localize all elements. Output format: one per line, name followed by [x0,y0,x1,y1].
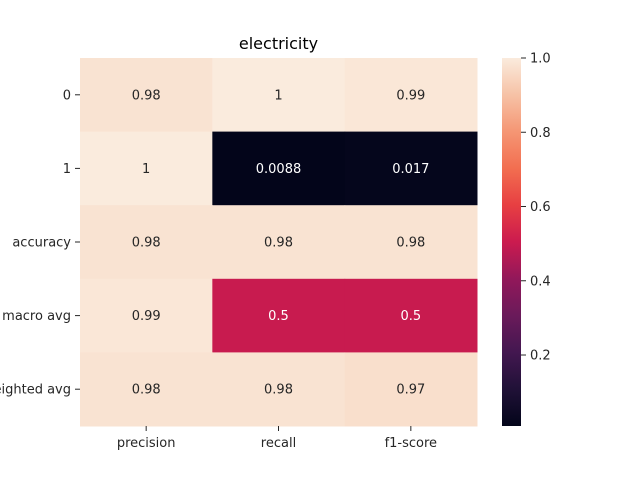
cell-annotation: 0.98 [264,383,293,398]
colorbar-tick-label: 0.2 [530,349,551,364]
cell-annotation: 1 [142,162,150,177]
y-tick-label: accuracy [12,236,71,251]
heatmap-cell [80,278,213,353]
cell-annotation: 1 [274,88,282,103]
heatmap-cell [80,58,213,133]
heatmap-cell [212,58,346,133]
cell-annotation: 0.98 [132,88,161,103]
cell-annotation: 0.97 [396,383,425,398]
cell-annotation: 0.5 [268,309,289,324]
heatmap-cell [344,205,478,280]
colorbar [502,58,521,426]
y-axis-ticks: 0 1 accuracy macro avg weighted avg [0,88,80,398]
heatmap-cell [212,352,346,427]
chart-title: electricity [239,34,318,53]
colorbar-ticks: 0.2 0.4 0.6 0.8 1.0 [521,52,551,364]
cell-annotation: 0.99 [396,88,425,103]
cell-annotation: 0.5 [400,309,421,324]
heatmap-cell [344,278,478,353]
cell-annotations: 0.98 1 0.99 1 0.0088 0.017 0.98 0.98 0.98 0.99 0.5… [132,88,430,397]
heatmap-cell [80,205,213,280]
colorbar-tick-label: 0.6 [530,200,551,215]
colorbar-tick-label: 0.8 [530,126,551,141]
heatmap-cell [212,278,346,353]
heatmap-cells [80,58,478,427]
x-tick-label: f1-score [385,436,437,451]
y-tick-label: macro avg [2,309,71,324]
heatmap-cell [80,352,213,427]
cell-annotation: 0.017 [392,162,429,177]
heatmap-cell [344,131,478,206]
cell-annotation: 0.98 [396,236,425,251]
y-tick-label: weighted avg [0,383,71,398]
heatmap-cell [344,352,478,427]
heatmap-cell [212,205,346,280]
y-tick-label: 0 [63,88,71,103]
heatmap-cell [80,131,213,206]
x-tick-label: precision [117,436,176,451]
cell-annotation: 0.98 [132,236,161,251]
cell-annotation: 0.98 [132,383,161,398]
x-axis-ticks: precision recall f1-score [117,426,437,451]
heatmap-cell [212,131,346,206]
y-tick-label: 1 [63,162,71,177]
cell-annotation: 0.99 [132,309,161,324]
colorbar-tick-label: 1.0 [530,52,551,67]
cell-annotation: 0.0088 [256,162,302,177]
colorbar-tick-label: 0.4 [530,274,551,289]
x-tick-label: recall [261,436,296,451]
cell-annotation: 0.98 [264,236,293,251]
heatmap-cell [344,58,478,133]
